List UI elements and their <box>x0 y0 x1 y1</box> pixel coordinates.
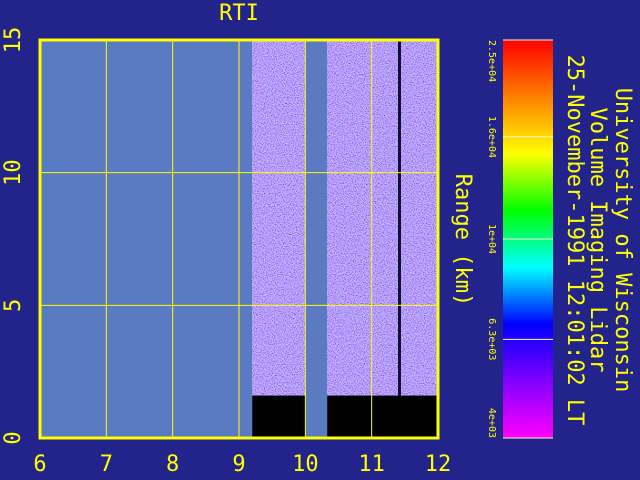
data-segment <box>252 40 306 396</box>
colorbar-tick-label: 1.6e+04 <box>486 116 497 158</box>
data-segment <box>327 40 438 396</box>
colorbar-tick-label: 1e+04 <box>486 224 497 254</box>
chart-title: RTI <box>219 1 259 26</box>
x-tick-label: 11 <box>358 452 385 477</box>
x-tick-label: 12 <box>425 452 452 477</box>
institution: University of Wisconsin <box>610 88 635 393</box>
y-tick-label: 10 <box>1 159 26 186</box>
streak <box>398 40 401 396</box>
y-tick-label: 5 <box>1 299 26 312</box>
colorbar-tick-label: 4e+03 <box>486 408 497 438</box>
instrument: Volume Imaging Lidar <box>585 108 610 373</box>
x-tick-label: 7 <box>100 452 113 477</box>
colorbar-tick-label: 6.3e+03 <box>486 318 497 360</box>
timestamp: 25-November-1991 12:01:02 LT <box>562 55 587 426</box>
y-axis-label: Range (km) <box>450 174 475 306</box>
blank-region <box>252 395 306 438</box>
x-tick-label: 9 <box>232 452 245 477</box>
colorbar-tick-label: 2.5e+04 <box>486 40 497 82</box>
x-tick-label: 8 <box>166 452 179 477</box>
x-tick-label: 10 <box>292 452 319 477</box>
x-tick-label: 6 <box>33 452 46 477</box>
plot-frame <box>38 38 440 440</box>
y-tick-label: 15 <box>1 27 26 54</box>
y-tick-label: 0 <box>1 431 26 444</box>
blank-region <box>327 395 438 438</box>
